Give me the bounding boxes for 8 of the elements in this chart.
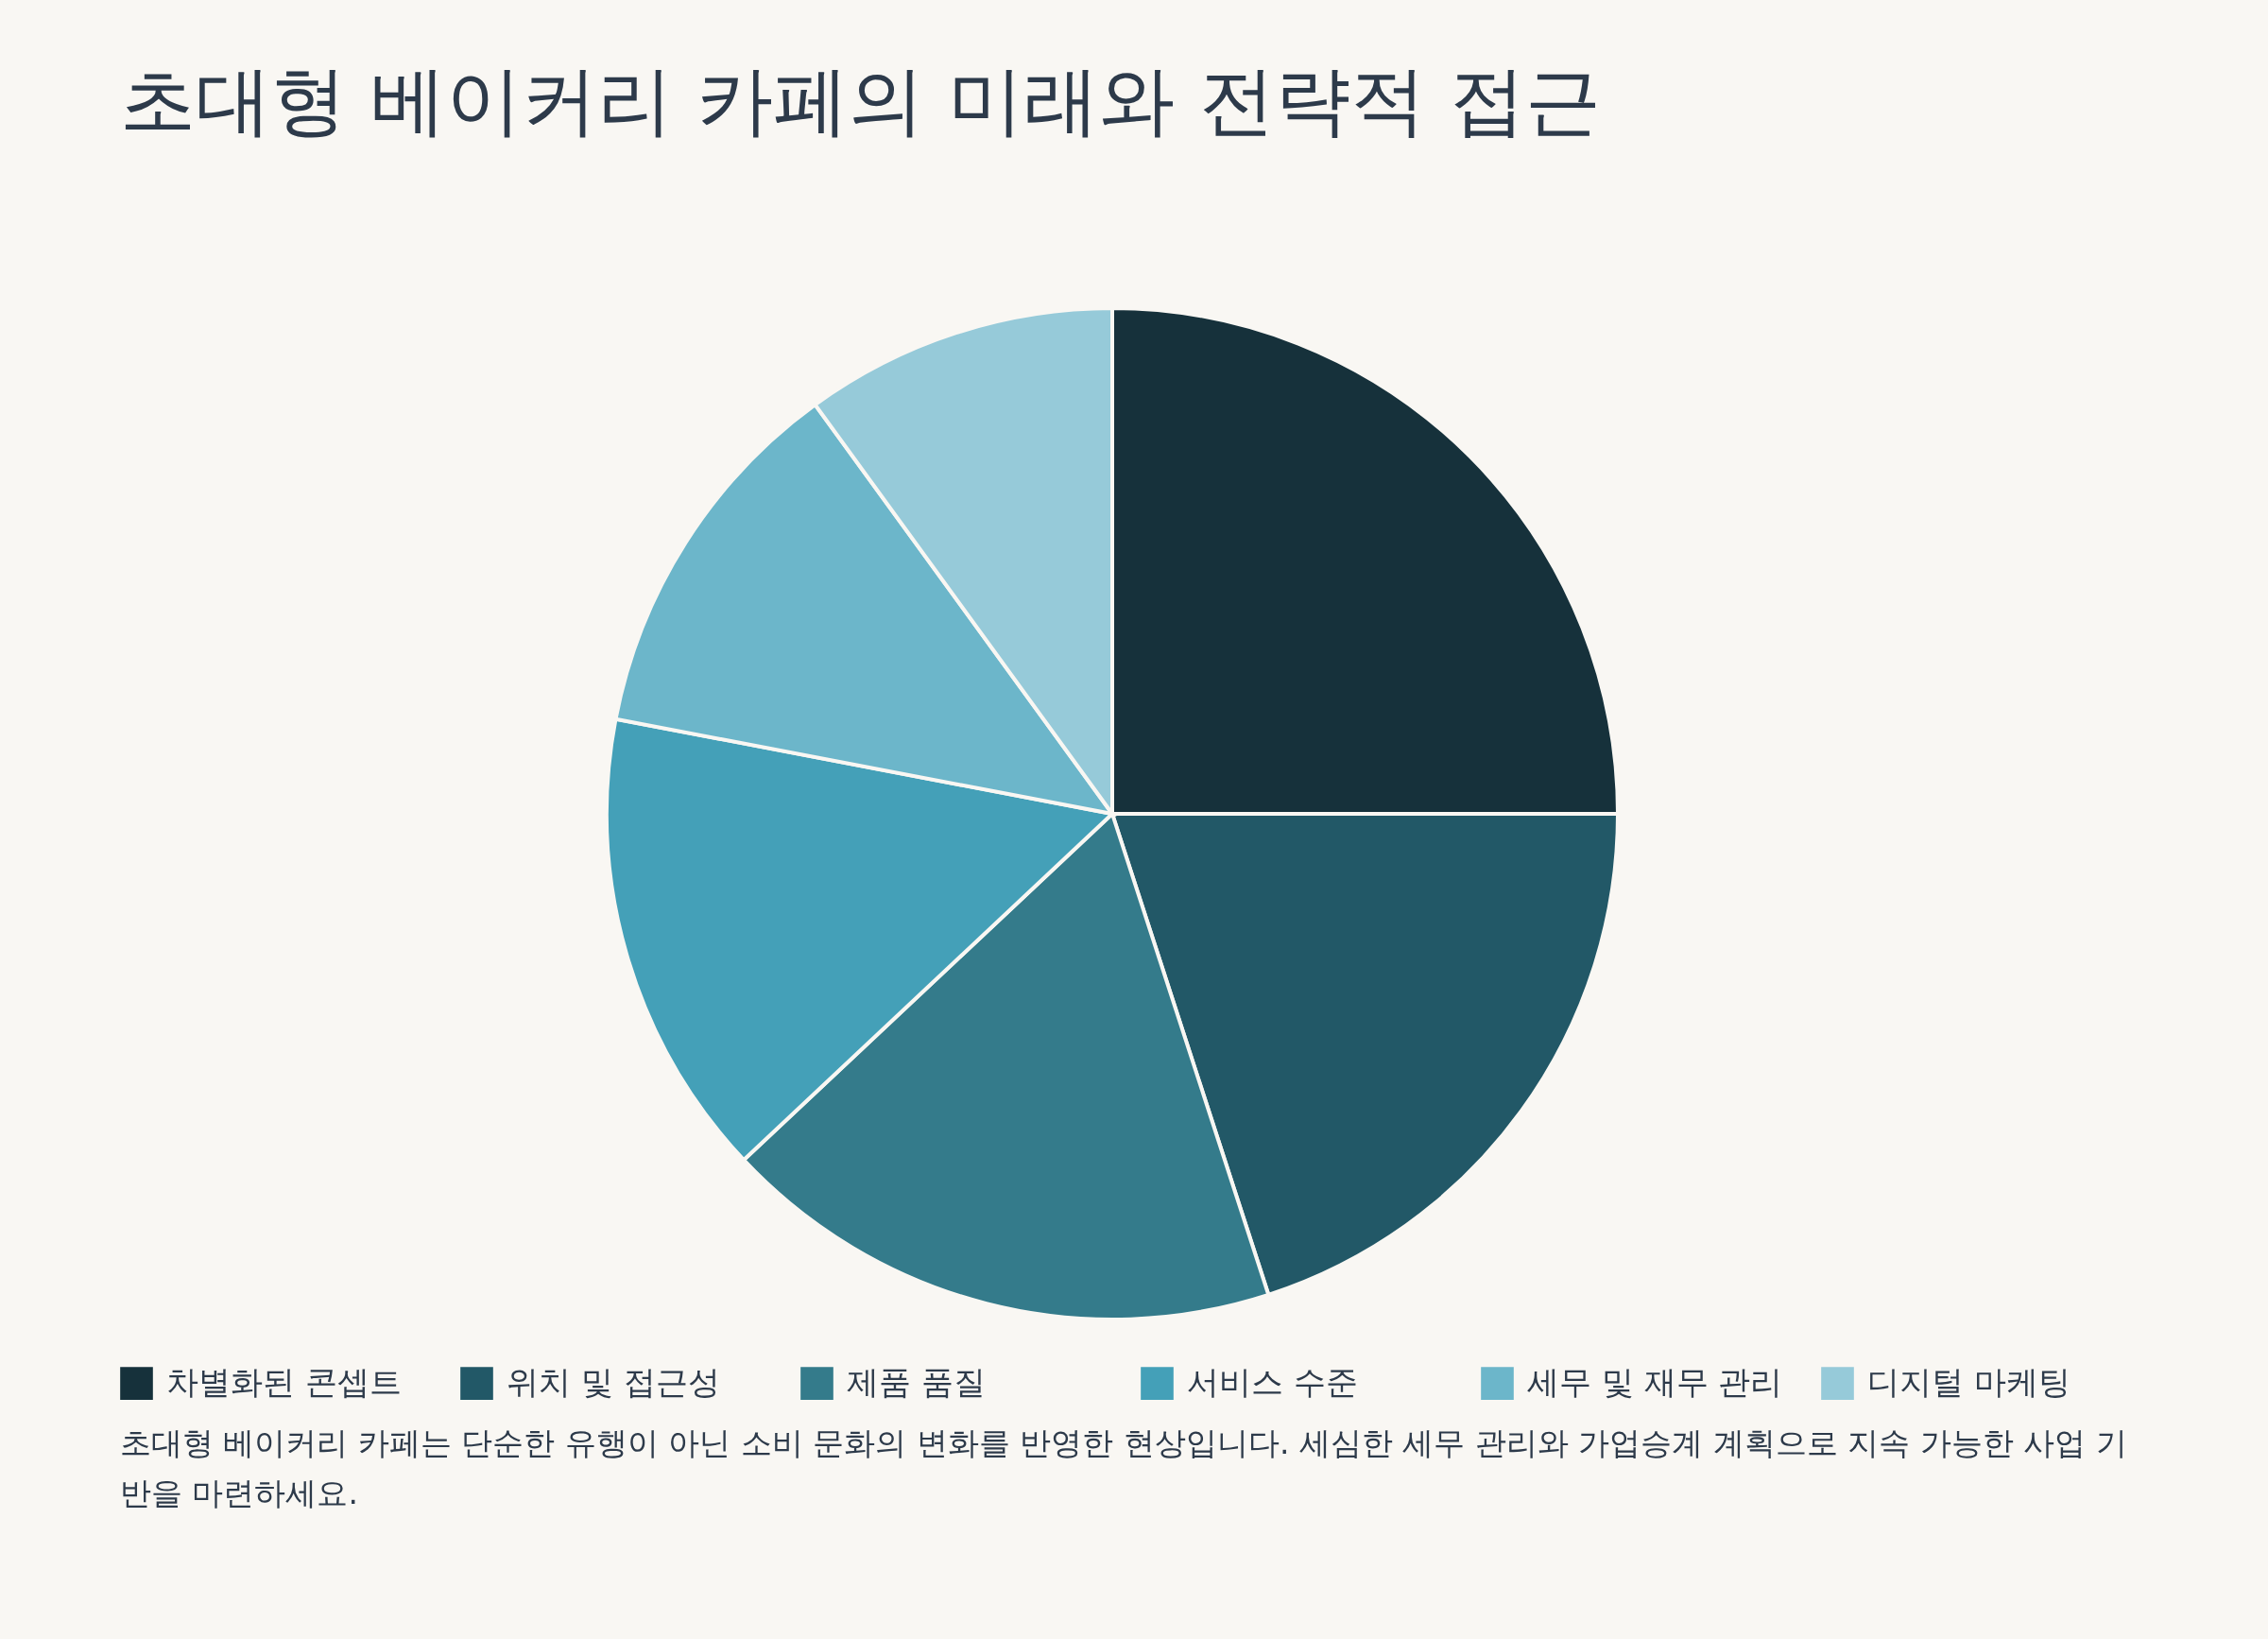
chart-title: 초대형 베이커리 카페의 미래와 전략적 접근 [120, 57, 1602, 145]
legend-label: 세무 및 재무 관리 [1527, 1362, 1783, 1401]
legend-label: 위치 및 접근성 [507, 1362, 720, 1401]
legend-label: 서비스 수준 [1187, 1362, 1358, 1401]
legend-label: 디지털 마케팅 [1867, 1362, 2070, 1401]
text: 초대형 베이커리 카페는 단순한 유행이 아닌 소비 문화의 변화를 반영한 현상입니다. 세심한 세무 관리와 가업승계 계획으로 지속 가능한 사업 기반을 마련하세요. [120, 1423, 2128, 1513]
legend-label: 제품 품질 [847, 1362, 986, 1401]
legend-label: 차별화된 콘셉트 [166, 1362, 402, 1401]
